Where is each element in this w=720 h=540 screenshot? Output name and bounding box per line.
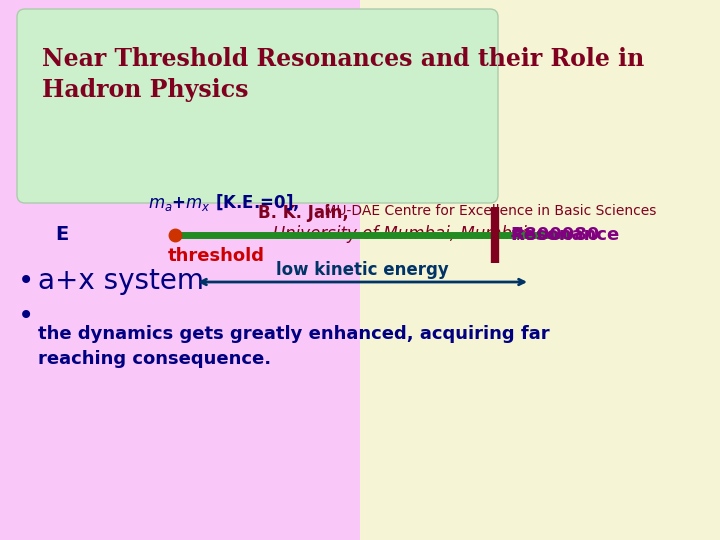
Text: threshold: threshold — [168, 247, 265, 265]
FancyBboxPatch shape — [17, 9, 498, 203]
Text: low kinetic energy: low kinetic energy — [276, 261, 449, 279]
Bar — [0, 0, 360, 540]
Text: E: E — [55, 226, 68, 245]
Text: Near Threshold Resonances and their Role in: Near Threshold Resonances and their Role… — [42, 47, 644, 71]
Text: #800080: #800080 — [510, 226, 600, 244]
Text: Hadron Physics: Hadron Physics — [42, 78, 248, 102]
Text: University of Mumbai, Mumbai: University of Mumbai, Mumbai — [273, 225, 527, 243]
Text: Resonance: Resonance — [510, 226, 619, 244]
Text: a+x system: a+x system — [38, 267, 204, 295]
Text: B. K. Jain,: B. K. Jain, — [258, 204, 348, 222]
Text: MU-DAE Centre for Excellence in Basic Sciences: MU-DAE Centre for Excellence in Basic Sc… — [320, 204, 657, 218]
Text: $m_a$+$m_x$ [K.E.=0],: $m_a$+$m_x$ [K.E.=0], — [148, 192, 300, 213]
Text: reaching consequence.: reaching consequence. — [38, 350, 271, 368]
Bar — [360, 0, 720, 540]
Text: the dynamics gets greatly enhanced, acquiring far: the dynamics gets greatly enhanced, acqu… — [38, 325, 549, 343]
Text: •: • — [18, 267, 35, 295]
Text: •: • — [18, 302, 35, 330]
